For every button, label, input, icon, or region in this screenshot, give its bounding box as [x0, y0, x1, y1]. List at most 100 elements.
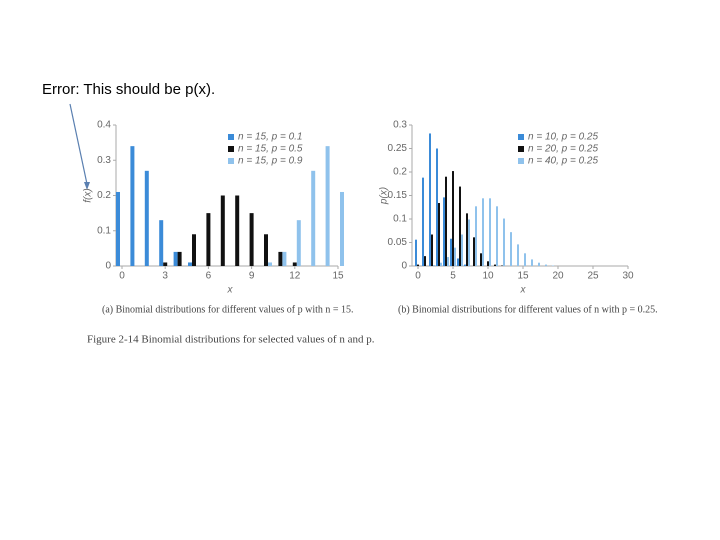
- bar: [235, 195, 240, 266]
- bar: [163, 262, 168, 266]
- legend-label: n = 40, p = 0.25: [528, 156, 598, 167]
- bar: [443, 197, 445, 266]
- bar: [445, 176, 447, 266]
- x-tick-label: 5: [450, 271, 456, 282]
- y-tick-label: 0: [105, 261, 111, 272]
- bar: [249, 213, 254, 266]
- bar: [144, 170, 149, 266]
- legend-swatch: [228, 134, 234, 140]
- bar: [325, 146, 330, 266]
- bar: [188, 262, 192, 266]
- y-tick-label: 0.2: [97, 190, 111, 201]
- x-tick-label: 12: [289, 271, 301, 282]
- bar: [480, 253, 482, 266]
- y-axis-label: f(x): [83, 188, 94, 202]
- bar: [438, 203, 440, 266]
- y-tick-label: 0.3: [97, 155, 111, 166]
- x-tick-label: 30: [622, 271, 634, 282]
- legend-swatch: [228, 146, 234, 152]
- bar: [340, 191, 344, 266]
- bar: [264, 234, 268, 266]
- bar: [429, 133, 431, 266]
- x-tick-label: 15: [517, 271, 529, 282]
- x-tick-label: 0: [415, 271, 421, 282]
- legend-label: n = 20, p = 0.25: [528, 144, 598, 155]
- bar: [220, 195, 225, 266]
- legend-label: n = 15, p = 0.9: [238, 156, 303, 167]
- chart-caption: (a) Binomial distributions for different…: [102, 304, 354, 315]
- bar: [436, 148, 438, 266]
- bar: [538, 262, 540, 266]
- bar: [503, 218, 505, 266]
- bar: [524, 253, 526, 266]
- bar: [450, 238, 452, 266]
- legend-swatch: [518, 134, 524, 140]
- bar: [173, 251, 178, 266]
- y-tick-label: 0.1: [97, 225, 111, 236]
- x-axis-label: x: [227, 285, 234, 296]
- x-tick-label: 10: [482, 271, 494, 282]
- bar: [311, 170, 316, 266]
- bar: [510, 232, 512, 266]
- y-tick-label: 0.1: [393, 214, 407, 225]
- legend-swatch: [228, 158, 234, 164]
- bar: [496, 206, 498, 266]
- bar: [422, 177, 424, 266]
- y-tick-label: 0: [401, 261, 407, 272]
- y-tick-label: 0.3: [393, 120, 407, 131]
- legend-swatch: [518, 146, 524, 152]
- bar: [468, 219, 470, 266]
- bar: [466, 213, 468, 266]
- bar: [130, 146, 135, 266]
- figure-caption: Figure 2-14 Binomial distributions for s…: [87, 334, 375, 346]
- legend-label: n = 15, p = 0.5: [238, 144, 303, 155]
- bar: [192, 234, 196, 266]
- arrow-head: [84, 182, 90, 190]
- legend-label: n = 10, p = 0.25: [528, 132, 598, 143]
- bar: [452, 171, 454, 266]
- x-tick-label: 3: [162, 271, 168, 282]
- bar: [424, 256, 426, 266]
- y-tick-label: 0.2: [393, 167, 407, 178]
- x-axis-label: x: [520, 285, 527, 296]
- bar: [417, 264, 419, 266]
- bar: [292, 262, 297, 266]
- x-tick-label: 15: [332, 271, 344, 282]
- x-tick-label: 6: [206, 271, 212, 282]
- chart-caption: (b) Binomial distributions for different…: [398, 304, 658, 315]
- x-tick-label: 9: [249, 271, 255, 282]
- bar: [464, 264, 466, 266]
- bar: [454, 247, 456, 266]
- bar: [494, 264, 496, 266]
- bar: [459, 186, 461, 266]
- bar: [545, 264, 547, 266]
- bar: [489, 198, 491, 266]
- bar: [431, 234, 433, 266]
- bar: [461, 234, 463, 266]
- bar: [517, 244, 519, 266]
- bar: [440, 262, 442, 266]
- bar: [206, 213, 211, 266]
- bar: [415, 239, 417, 266]
- bar: [433, 265, 435, 266]
- legend-swatch: [518, 158, 524, 164]
- annotation: Error: This should be p(x).: [42, 81, 215, 98]
- x-tick-label: 0: [119, 271, 125, 282]
- legend-label: n = 15, p = 0.1: [238, 132, 303, 143]
- bar: [159, 220, 164, 266]
- y-tick-label: 0.05: [388, 237, 408, 248]
- bar: [268, 262, 272, 266]
- bar: [296, 220, 301, 266]
- bar: [177, 251, 182, 266]
- y-axis-label: p(x): [379, 187, 390, 205]
- y-tick-label: 0.4: [97, 120, 111, 131]
- y-tick-label: 0.25: [388, 143, 408, 154]
- bar: [278, 251, 283, 266]
- x-tick-label: 25: [587, 271, 599, 282]
- bar: [482, 198, 484, 266]
- bar: [531, 259, 533, 266]
- bar: [282, 251, 287, 266]
- x-tick-label: 20: [552, 271, 564, 282]
- bar: [116, 191, 120, 266]
